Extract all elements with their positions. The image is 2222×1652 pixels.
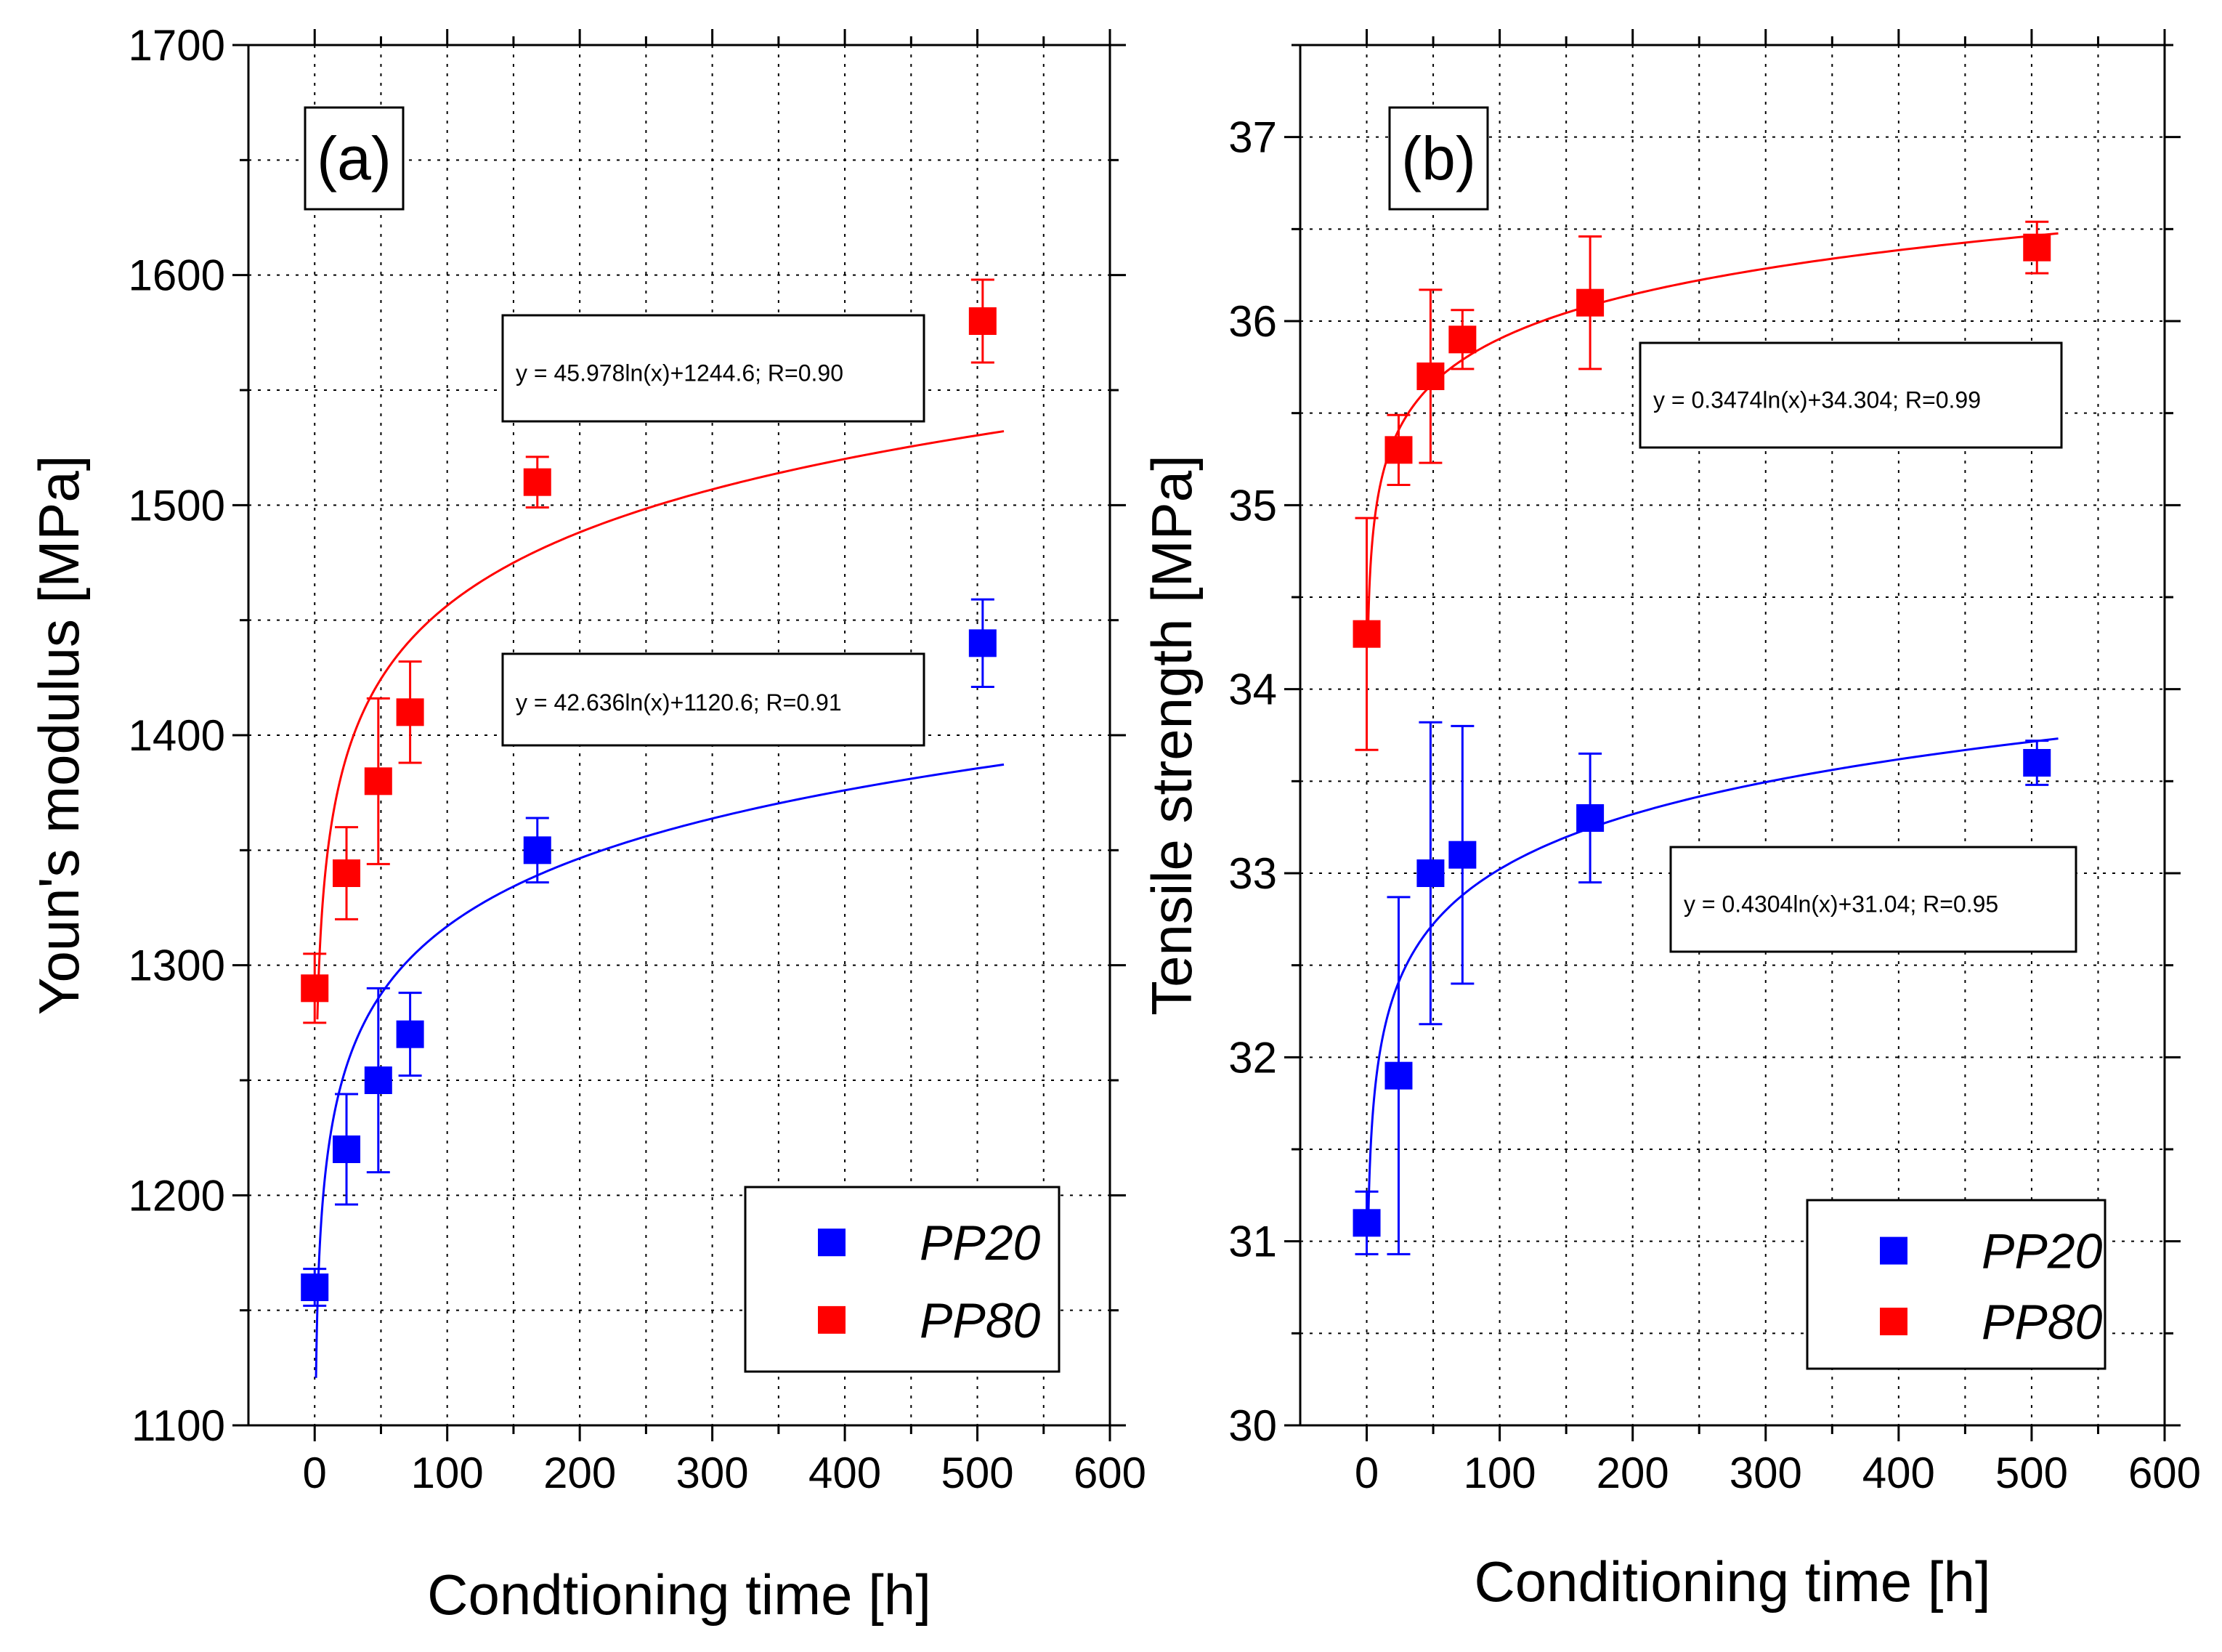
y-tick-label: 1700 bbox=[129, 21, 225, 70]
x-tick-label: 400 bbox=[1862, 1449, 1935, 1497]
y-tick-label: 34 bbox=[1228, 665, 1277, 714]
fit-curve-pp80 bbox=[1366, 232, 2059, 633]
y-tick-label: 30 bbox=[1228, 1401, 1277, 1450]
x-tick-label: 200 bbox=[543, 1449, 616, 1497]
y-tick-label: 1400 bbox=[129, 711, 225, 760]
y-tick-label: 36 bbox=[1228, 297, 1277, 346]
data-point-pp20 bbox=[396, 1020, 424, 1048]
x-axis-title: Conditioning time [h] bbox=[1474, 1550, 1990, 1613]
axis-ticks bbox=[232, 29, 1126, 1441]
y-tick-label: 33 bbox=[1228, 849, 1277, 898]
chart-panel-a: 0 100 200 300 400 500 600 1100 1200 1300 1400 1500 1… bbox=[27, 21, 1146, 1627]
data-point-pp20 bbox=[1384, 1061, 1413, 1090]
data-point-pp80 bbox=[523, 468, 551, 496]
data-point-pp20 bbox=[364, 1066, 392, 1094]
y-tick-label: 1200 bbox=[129, 1171, 225, 1220]
data-point-pp20 bbox=[301, 1274, 329, 1301]
data-point-pp80 bbox=[364, 767, 392, 795]
x-tick-label: 600 bbox=[2128, 1449, 2201, 1497]
x-axis-title: Condtioning time [h] bbox=[427, 1563, 931, 1627]
chart-panel-b: 0 100 200 300 400 500 600 30 31 32 33 34 35 36 37 Condi… bbox=[1140, 29, 2201, 1613]
x-tick-label: 0 bbox=[1355, 1449, 1379, 1497]
y-tick-label: 32 bbox=[1228, 1033, 1277, 1082]
series-pp20 bbox=[301, 598, 1005, 1378]
equation-text-pp20: y = 42.636ln(x)+1120.6; R=0.91 bbox=[516, 689, 842, 716]
data-point-pp20 bbox=[1576, 804, 1605, 832]
data-point-pp80 bbox=[396, 698, 424, 726]
panel-label: (b) bbox=[1401, 124, 1476, 193]
equation-text-pp80: y = 45.978ln(x)+1244.6; R=0.90 bbox=[516, 360, 843, 386]
panel-label-box bbox=[1388, 106, 1489, 211]
legend: PP20 PP80 bbox=[1806, 1199, 2107, 1370]
x-tick-label: 400 bbox=[808, 1449, 881, 1497]
data-point-pp80 bbox=[968, 307, 997, 335]
x-tick-label: 500 bbox=[941, 1449, 1013, 1497]
equation-box-pp20 bbox=[1669, 846, 2077, 953]
axis-ticks bbox=[1284, 29, 2181, 1441]
x-tick-label: 100 bbox=[411, 1449, 484, 1497]
data-point-pp20 bbox=[968, 629, 997, 657]
x-tick-label: 0 bbox=[303, 1449, 327, 1497]
legend-marker-pp20 bbox=[1880, 1236, 1907, 1265]
data-point-pp80 bbox=[2023, 233, 2051, 262]
legend-box bbox=[1806, 1199, 2107, 1370]
data-point-pp20 bbox=[523, 836, 551, 865]
x-tick-label: 200 bbox=[1597, 1449, 1669, 1497]
data-point-pp20 bbox=[1448, 841, 1477, 869]
y-tick-label: 31 bbox=[1228, 1218, 1277, 1266]
legend-label-pp80: PP80 bbox=[1982, 1295, 2103, 1350]
equation-text-pp80: y = 0.3474ln(x)+34.304; R=0.99 bbox=[1653, 386, 1981, 413]
y-axis-title: Tensile strength [MPa] bbox=[1140, 455, 1204, 1016]
data-point-pp80 bbox=[1353, 620, 1381, 648]
series-pp20 bbox=[1353, 721, 2059, 1255]
data-point-pp80 bbox=[1576, 288, 1605, 317]
legend-box bbox=[744, 1186, 1061, 1373]
y-tick-label: 1500 bbox=[129, 481, 225, 530]
legend-marker-pp80 bbox=[818, 1305, 846, 1334]
data-point-pp80 bbox=[301, 974, 329, 1003]
series-pp80 bbox=[301, 278, 1005, 1024]
legend-label-pp20: PP20 bbox=[1982, 1224, 2103, 1279]
series-pp80 bbox=[1353, 220, 2059, 751]
legend-label-pp20: PP20 bbox=[920, 1215, 1041, 1271]
equation-box-pp80 bbox=[1639, 341, 2063, 449]
x-tick-label: 500 bbox=[1995, 1449, 2068, 1497]
data-point-pp20 bbox=[2023, 749, 2051, 777]
data-point-pp80 bbox=[1416, 363, 1445, 390]
fit-curve-pp80 bbox=[316, 430, 1005, 1020]
equation-box-pp20 bbox=[501, 652, 925, 747]
data-point-pp80 bbox=[1448, 325, 1477, 354]
y-tick-label: 35 bbox=[1228, 481, 1277, 530]
equation-text-pp20: y = 0.4304ln(x)+31.04; R=0.95 bbox=[1684, 891, 1998, 917]
y-tick-label: 1100 bbox=[131, 1401, 225, 1450]
plot-frame bbox=[1299, 44, 2166, 1427]
legend-marker-pp20 bbox=[818, 1228, 846, 1257]
panel-label: (a) bbox=[317, 124, 392, 193]
equation-box-pp80 bbox=[501, 314, 925, 423]
y-axis-title: Youn's modulus [MPa] bbox=[27, 455, 91, 1016]
legend: PP20 PP80 bbox=[744, 1186, 1061, 1373]
data-point-pp80 bbox=[1384, 436, 1413, 464]
legend-marker-pp80 bbox=[1880, 1308, 1907, 1336]
x-tick-label: 300 bbox=[1730, 1449, 1802, 1497]
panel-label-box bbox=[304, 106, 405, 211]
y-tick-label: 1300 bbox=[129, 942, 225, 990]
y-tick-label: 1600 bbox=[129, 251, 225, 300]
fit-curve-pp20 bbox=[1366, 737, 2059, 1234]
x-tick-label: 100 bbox=[1464, 1449, 1536, 1497]
data-point-pp20 bbox=[1353, 1209, 1381, 1237]
grid bbox=[1300, 45, 2165, 1425]
data-point-pp20 bbox=[333, 1135, 361, 1163]
legend-label-pp80: PP80 bbox=[920, 1293, 1041, 1348]
data-point-pp80 bbox=[333, 859, 361, 887]
y-tick-label: 37 bbox=[1228, 113, 1277, 162]
x-tick-label: 600 bbox=[1074, 1449, 1146, 1497]
x-tick-label: 300 bbox=[676, 1449, 749, 1497]
data-point-pp20 bbox=[1416, 859, 1445, 887]
